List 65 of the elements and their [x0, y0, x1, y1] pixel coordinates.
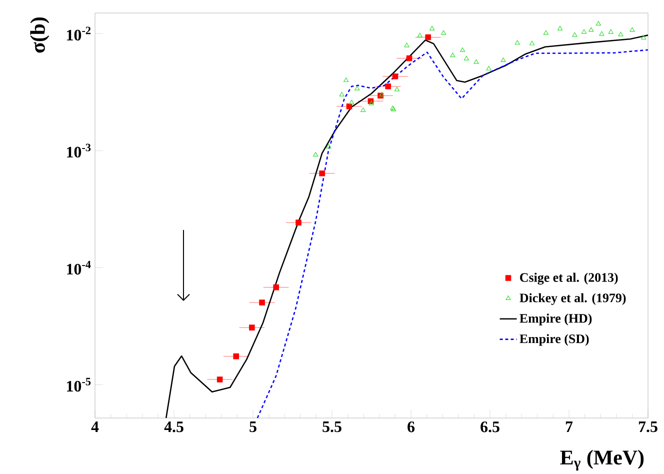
x-tick-label: 7 [566, 422, 573, 432]
point [429, 26, 435, 30]
point [581, 29, 587, 34]
x-tick-label: 4 [91, 422, 99, 432]
point [296, 220, 302, 226]
point [404, 42, 410, 48]
x-tick-label: 6.5 [480, 422, 500, 432]
point [572, 32, 578, 37]
point [313, 152, 318, 157]
point [344, 78, 349, 82]
point [441, 30, 446, 35]
point [249, 324, 255, 330]
point [630, 27, 635, 32]
point [618, 32, 624, 36]
point [360, 107, 366, 112]
x-tick-label: 7.5 [638, 422, 658, 432]
point [608, 29, 614, 34]
x-tick-label: 5.5 [322, 422, 342, 432]
x-axis-title: E$_{γ}$ (MeV) [560, 450, 644, 471]
point [596, 21, 601, 26]
line-series [256, 49, 648, 418]
point [417, 32, 422, 38]
x-tick-label: 6 [408, 422, 415, 432]
point [557, 26, 563, 30]
point [354, 86, 360, 90]
point [326, 144, 332, 148]
line-series [165, 34, 648, 418]
point [273, 284, 279, 290]
y-tick-label: 10$^{-4}$ [67, 260, 91, 275]
point [319, 170, 325, 176]
point [641, 34, 646, 40]
legend-label: Dickey et al. (1979) [520, 293, 626, 305]
y-axis-title: σ(b) [30, 17, 50, 53]
point [233, 353, 239, 360]
point [514, 40, 520, 45]
point [500, 58, 506, 62]
point [216, 376, 223, 382]
point [259, 300, 265, 306]
point [394, 86, 400, 92]
legend-label: Empire (SD) [520, 334, 589, 346]
point [599, 31, 604, 36]
point [425, 34, 431, 40]
y-tick-label: 10$^{-5}$ [67, 378, 91, 392]
point [460, 47, 466, 52]
point [588, 27, 594, 32]
point [339, 92, 344, 96]
point [346, 104, 352, 110]
x-tick-label: 5 [250, 422, 256, 432]
y-tick-label: 10$^{-2}$ [67, 26, 90, 41]
point [379, 92, 384, 96]
point [406, 55, 412, 62]
point [349, 100, 354, 104]
point [368, 100, 374, 106]
legend-label: Empire (HD) [520, 314, 592, 326]
point [464, 56, 470, 60]
x-tick-label: 4.5 [164, 422, 184, 432]
point [450, 52, 456, 58]
legend-label: Csige et al. (2013) [520, 272, 618, 285]
y-tick-label: 10$^{-3}$ [67, 144, 91, 158]
point [385, 84, 391, 90]
point [529, 40, 535, 46]
point [486, 66, 492, 70]
point [474, 59, 479, 64]
point [392, 74, 398, 80]
point [543, 30, 548, 35]
